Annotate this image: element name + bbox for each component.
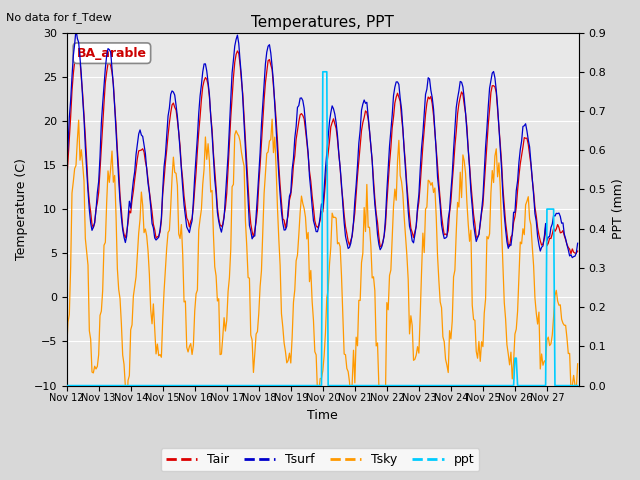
Title: Temperatures, PPT: Temperatures, PPT <box>252 15 394 30</box>
Tair <box>63 180 70 186</box>
Text: BA_arable: BA_arable <box>77 47 147 60</box>
Tair <box>572 250 580 256</box>
Tsky <box>506 362 513 368</box>
Tsky <box>328 210 336 216</box>
ppt <box>428 383 436 388</box>
Tsurf <box>63 164 70 169</box>
Tsky <box>96 312 104 318</box>
Tsky <box>574 361 582 367</box>
Tair <box>504 241 512 247</box>
Tair <box>97 144 105 150</box>
Tsurf <box>72 26 80 32</box>
Tair <box>81 133 89 139</box>
Tsky <box>63 347 70 352</box>
Tair <box>574 248 582 254</box>
Y-axis label: PPT (mm): PPT (mm) <box>612 179 625 240</box>
Tsurf <box>572 250 580 256</box>
Tsurf <box>81 144 89 150</box>
Tsky <box>572 387 580 393</box>
Tsurf <box>568 255 576 261</box>
ppt <box>504 383 512 388</box>
ppt <box>327 383 335 388</box>
Tair <box>428 101 436 107</box>
Tsurf <box>504 245 512 251</box>
Line: Tsky: Tsky <box>67 119 578 416</box>
Line: Tsurf: Tsurf <box>67 29 578 258</box>
ppt <box>571 383 579 388</box>
ppt <box>96 383 104 388</box>
Tsky <box>429 190 437 195</box>
X-axis label: Time: Time <box>307 409 338 422</box>
Tsurf <box>574 240 582 246</box>
Tsurf <box>327 110 335 116</box>
Tsurf <box>97 120 105 126</box>
Legend: Tair, Tsurf, Tsky, ppt: Tair, Tsurf, Tsky, ppt <box>161 448 479 471</box>
Tair <box>327 124 335 130</box>
Tair <box>74 46 81 52</box>
Tsky <box>80 178 88 184</box>
Line: Tair: Tair <box>67 49 578 254</box>
ppt <box>574 383 582 388</box>
Tsurf <box>428 95 436 100</box>
Y-axis label: Temperature (C): Temperature (C) <box>15 158 28 260</box>
ppt <box>319 69 326 75</box>
Tsky <box>268 116 276 122</box>
Tair <box>567 251 575 257</box>
Text: No data for f_Tdew: No data for f_Tdew <box>6 12 112 23</box>
Line: ppt: ppt <box>67 72 578 385</box>
ppt <box>63 383 70 388</box>
Tsky <box>123 413 131 419</box>
ppt <box>80 383 88 388</box>
